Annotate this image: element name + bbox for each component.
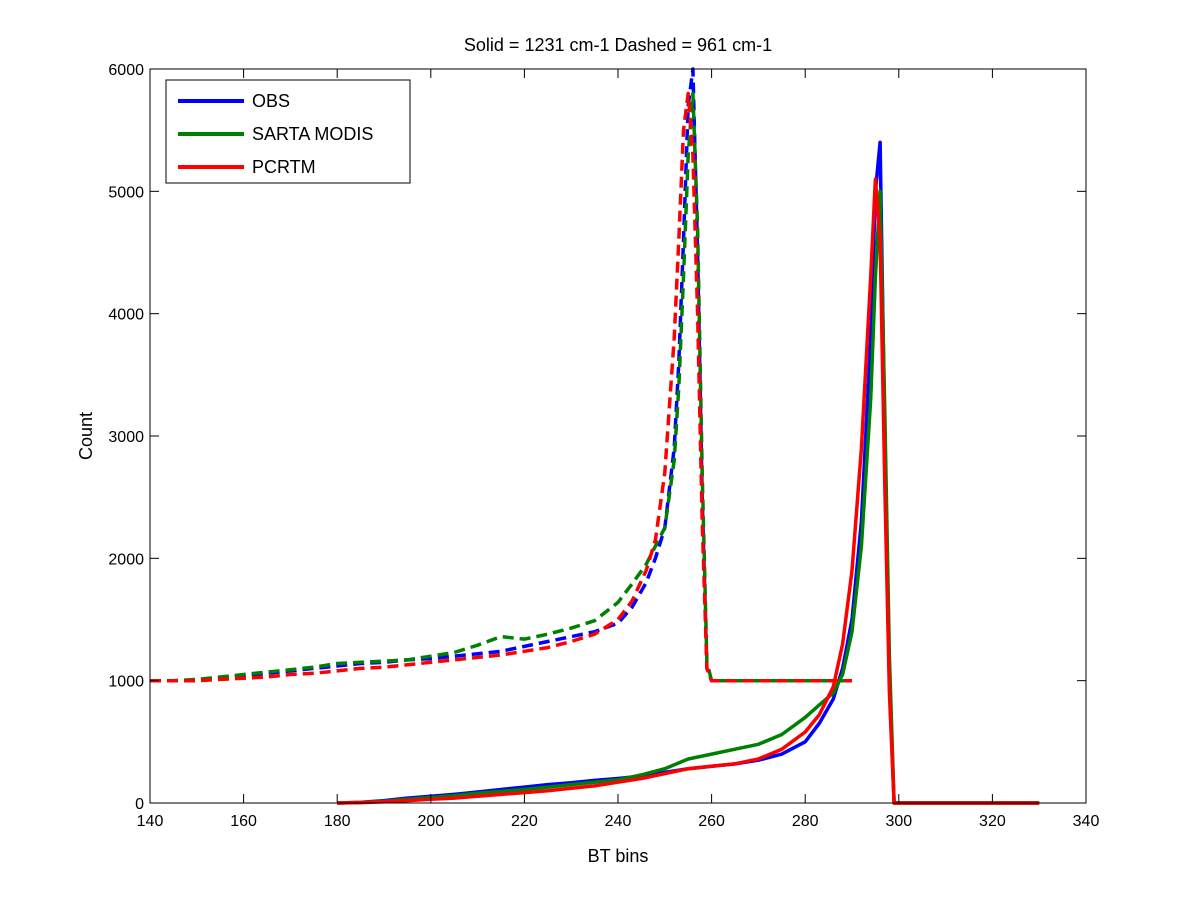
chart-title: Solid = 1231 cm-1 Dashed = 961 cm-1 [464, 35, 772, 55]
y-tick-label: 6000 [108, 62, 144, 79]
x-tick-label: 180 [324, 813, 351, 830]
legend: OBS SARTA MODIS PCRTM [165, 79, 411, 184]
x-tick-label: 320 [979, 813, 1006, 830]
legend-label-sarta-modis: SARTA MODIS [252, 124, 373, 144]
y-tick-label: 5000 [108, 184, 144, 201]
legend-label-pcrtm: PCRTM [252, 157, 316, 177]
y-axis-label: Count [76, 412, 96, 460]
legend-label-obs: OBS [252, 91, 290, 111]
series-line-pcrtm-solid [337, 177, 1040, 805]
x-tick-label: 280 [792, 813, 819, 830]
x-tick-label: 260 [698, 813, 725, 830]
series-line-sarta-modis-dashed [150, 91, 852, 683]
x-tick-label: 340 [1073, 813, 1100, 830]
x-tick-label: 160 [230, 813, 257, 830]
y-tick-label: 0 [135, 796, 144, 813]
x-tick-label: 300 [885, 813, 912, 830]
y-tick-label: 3000 [108, 429, 144, 446]
series-layer [150, 67, 1040, 805]
x-tick-label: 240 [605, 813, 632, 830]
ticks-layer: 140 160 180 200 220 240 260 280 300 320 340 0 1000 20… [108, 62, 1099, 830]
plot-area [150, 69, 1086, 803]
series-line-pcrtm-dashed [150, 91, 852, 683]
y-tick-label: 4000 [108, 307, 144, 324]
y-tick-label: 2000 [108, 551, 144, 568]
x-tick-label: 140 [137, 813, 164, 830]
x-tick-label: 200 [417, 813, 444, 830]
x-axis-label: BT bins [588, 846, 649, 866]
x-tick-label: 220 [511, 813, 538, 830]
y-tick-label: 1000 [108, 674, 144, 691]
